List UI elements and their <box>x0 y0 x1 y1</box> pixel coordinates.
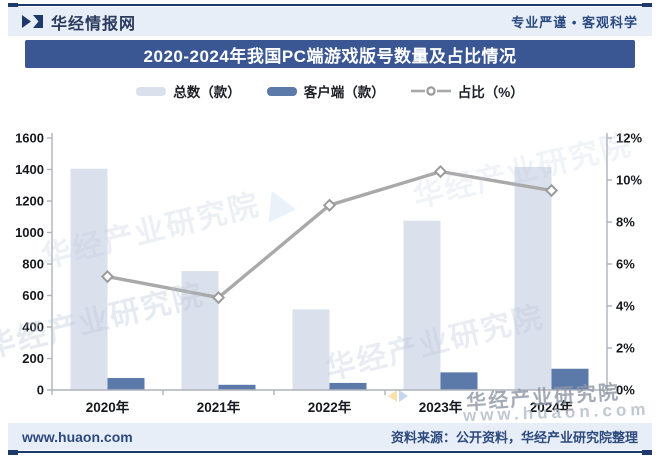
bar-series-0 <box>70 166 552 390</box>
svg-text:4%: 4% <box>616 299 635 314</box>
pc-game-license-chart: 0 200 400 600 800 1000 1200 1400 1600 0% 2% 4% 6% 8% 1… <box>15 131 642 416</box>
legend-swatch-client <box>266 86 297 96</box>
ratio-marker <box>544 183 559 198</box>
ratio-marker <box>322 198 337 212</box>
legend-item-ratio: 占比（%） <box>410 81 524 101</box>
tick-labels: 0 200 400 600 800 1000 1200 1400 1600 0% 2% 4% 6% 8% 1… <box>15 131 642 416</box>
legend-item-total: 总数（款） <box>136 81 241 101</box>
legend-label-client: 客户端（款） <box>303 85 385 100</box>
svg-text:1200: 1200 <box>15 194 44 209</box>
bar <box>107 378 145 390</box>
brand-name: 华经情报网 <box>51 15 137 33</box>
ratio-line <box>107 169 552 300</box>
svg-text:2020年: 2020年 <box>86 399 130 415</box>
svg-text:12%: 12% <box>616 131 642 146</box>
legend: 总数（款） 客户端（款） 占比（%） <box>0 80 660 102</box>
svg-text:1400: 1400 <box>15 162 44 177</box>
bar <box>292 309 330 390</box>
svg-text:400: 400 <box>22 320 44 335</box>
source-note: 资料来源：公开资料，华经产业研究院整理 <box>390 430 638 445</box>
legend-swatch-ratio <box>410 86 451 96</box>
svg-text:8%: 8% <box>616 215 635 230</box>
site-url: www.huaon.com <box>22 428 133 445</box>
svg-text:2022年: 2022年 <box>308 399 352 415</box>
ratio-marker <box>433 164 448 179</box>
svg-text:0: 0 <box>37 383 44 398</box>
header: 华经情报网 专业严谨 • 客观科学 <box>8 7 652 36</box>
bar <box>218 384 256 390</box>
axes <box>47 133 612 395</box>
svg-text:2023年: 2023年 <box>419 399 463 415</box>
bar <box>440 372 478 390</box>
ratio-marker <box>100 269 115 284</box>
svg-text:6%: 6% <box>616 257 635 272</box>
svg-text:0%: 0% <box>616 383 635 398</box>
svg-text:1600: 1600 <box>15 131 44 146</box>
bar <box>514 166 552 390</box>
svg-text:600: 600 <box>22 288 44 303</box>
footer: www.huaon.com 资料来源：公开资料，华经产业研究院整理 <box>8 423 652 450</box>
header-slogan: 专业严谨 • 客观科学 <box>511 15 638 30</box>
svg-text:200: 200 <box>22 351 44 366</box>
bar <box>329 382 367 390</box>
bottom-edge-line <box>8 449 652 455</box>
brand-logo-icon <box>22 15 43 28</box>
svg-text:2021年: 2021年 <box>197 399 241 415</box>
bar-series-1 <box>107 368 589 390</box>
legend-label-ratio: 占比（%） <box>457 85 524 100</box>
brand: 华经情报网 <box>22 10 136 34</box>
svg-text:10%: 10% <box>616 173 642 188</box>
bar <box>403 220 441 390</box>
bar <box>181 271 219 390</box>
top-edge-line <box>8 2 652 8</box>
page-title: 2020-2024年我国PC端游戏版号数量及占比情况 <box>25 40 635 68</box>
legend-item-client: 客户端（款） <box>266 81 385 101</box>
svg-text:2%: 2% <box>616 341 635 356</box>
svg-text:1000: 1000 <box>15 225 44 240</box>
bar <box>70 168 108 390</box>
ratio-marker <box>211 290 226 305</box>
svg-text:800: 800 <box>22 257 44 272</box>
svg-text:2024年: 2024年 <box>530 399 574 415</box>
legend-label-total: 总数（款） <box>173 85 241 100</box>
legend-swatch-total <box>136 86 167 96</box>
bar <box>551 368 589 390</box>
